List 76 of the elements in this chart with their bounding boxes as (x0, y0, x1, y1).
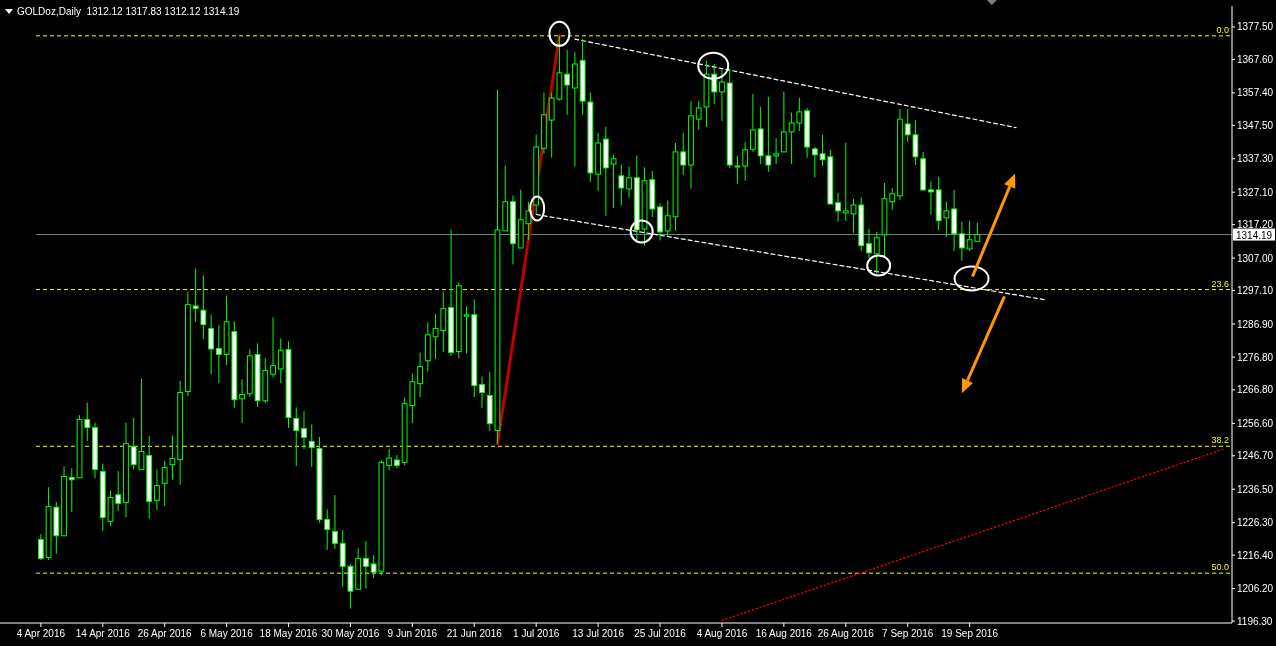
x-tick-label: 7 Sep 2016 (882, 628, 934, 639)
candlestick (332, 494, 338, 550)
annotation: 38.2 (1211, 435, 1229, 446)
y-tick-label: 1216.40 (1237, 549, 1274, 561)
y-tick-label: 1367.60 (1237, 53, 1274, 65)
x-tick-label: 6 May 2016 (200, 628, 254, 639)
candlestick (169, 434, 176, 481)
y-tick-label: 1246.70 (1237, 450, 1274, 462)
candlestick (192, 268, 199, 323)
candlestick (626, 166, 632, 199)
candlestick (215, 324, 222, 384)
x-tick-label: 25 Jul 2016 (634, 628, 687, 639)
candlestick (200, 274, 207, 340)
candlestick (773, 137, 780, 165)
x-tick-label: 13 Jul 2016 (572, 628, 625, 639)
y-tick-label: 1256.60 (1237, 417, 1274, 429)
candlestick (386, 448, 393, 471)
candlestick (564, 49, 571, 116)
x-tick-label: 18 May 2016 (259, 628, 318, 639)
candlestick (270, 316, 276, 378)
y-tick-label: 1377.50 (1237, 21, 1274, 33)
candlestick (780, 91, 787, 153)
candlestick (958, 221, 965, 262)
candlestick (363, 540, 369, 590)
x-tick-label: 4 Apr 2016 (16, 628, 66, 639)
x-tick-label: 30 May 2016 (321, 628, 380, 639)
x-tick-label: 16 Aug 2016 (755, 628, 813, 639)
y-tick-label: 1297.10 (1237, 285, 1274, 297)
candlestick (308, 423, 315, 468)
chart-title: GOLDoz,Daily 1312.12 1317.83 1312.12 1314.19 (17, 6, 240, 17)
annotation: 50.0 (1211, 562, 1229, 573)
x-tick-label: 14 Apr 2016 (75, 628, 131, 639)
y-tick-label: 1337.30 (1237, 153, 1274, 165)
y-tick-label: 1357.40 (1237, 87, 1274, 99)
annotation: 23.6 (1211, 278, 1229, 289)
candlestick (293, 406, 300, 467)
annotation: 0.0 (1216, 24, 1229, 35)
x-tick-label: 19 Sep 2016 (941, 628, 999, 639)
candlestick (873, 231, 880, 275)
x-tick-label: 1 Jul 2016 (513, 628, 560, 639)
candlestick (750, 93, 756, 153)
candlestick (239, 378, 245, 424)
y-tick-label: 1226.30 (1237, 517, 1274, 529)
x-tick-label: 21 Jun 2016 (446, 628, 503, 639)
candlestick (928, 181, 934, 216)
candlestick (811, 146, 818, 178)
x-tick-label: 26 Apr 2016 (137, 628, 193, 639)
y-tick-label: 1307.00 (1237, 252, 1274, 264)
candlestick (742, 141, 749, 182)
y-tick-label: 1317.20 (1237, 219, 1274, 231)
candlestick (618, 164, 625, 206)
y-tick-label: 1196.30 (1237, 615, 1273, 627)
y-tick-label: 1236.50 (1237, 483, 1274, 495)
candlestick (479, 375, 485, 409)
x-tick-label: 26 Aug 2016 (817, 628, 875, 639)
candlestick (161, 460, 168, 507)
y-tick-label: 1286.90 (1237, 318, 1274, 330)
y-tick-label: 1206.20 (1237, 583, 1274, 595)
candlestick (719, 69, 725, 122)
candlestick (208, 314, 215, 375)
ref-line-label: 1314.19 (1236, 229, 1273, 241)
y-tick-label: 1266.80 (1237, 384, 1274, 396)
candlestick (866, 228, 872, 259)
candlestick (571, 51, 578, 167)
candlestick (154, 469, 160, 511)
y-tick-label: 1276.80 (1237, 351, 1274, 363)
candlestick (417, 352, 423, 398)
candlestick (610, 154, 617, 209)
candlestick (301, 410, 307, 450)
candlestick (393, 454, 400, 469)
candlestick (37, 533, 44, 561)
candlestick (835, 192, 841, 223)
y-tick-label: 1347.50 (1237, 119, 1274, 131)
x-tick-label: 9 Jun 2016 (387, 628, 438, 639)
x-tick-label: 4 Aug 2016 (696, 628, 748, 639)
y-tick-label: 1327.10 (1237, 186, 1274, 198)
